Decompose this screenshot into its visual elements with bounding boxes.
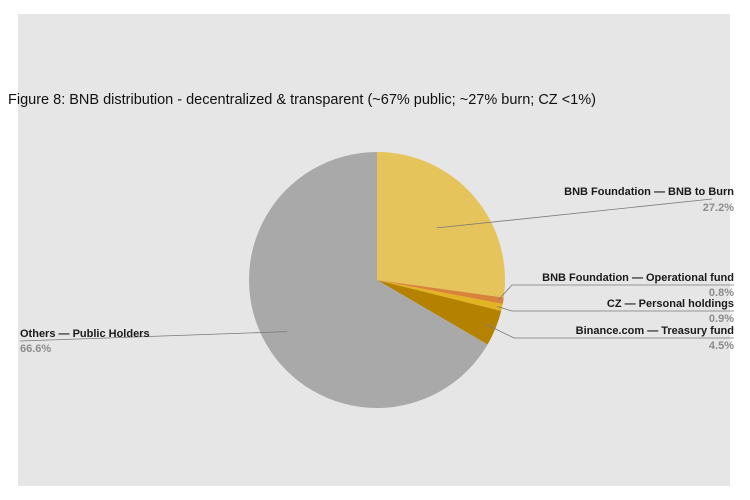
leader-line-cz-personal-holdings	[496, 306, 734, 312]
pie-slice-bnb-foundation-operational-fund[interactable]	[377, 280, 504, 304]
pie-slice-cz-personal-holdings[interactable]	[377, 280, 503, 312]
slice-label-cz-personal-holdings: CZ — Personal holdings	[607, 298, 734, 310]
slice-label-bnb-foundation-operational-fund: BNB Foundation — Operational fund	[542, 272, 734, 284]
pie-slice-binance-com-treasury-fund[interactable]	[377, 280, 502, 345]
slice-value-bnb-foundation-operational-fund: 0.8%	[709, 287, 734, 299]
leader-line-others-public-holders	[19, 331, 288, 342]
slice-value-binance-com-treasury-fund: 4.5%	[709, 340, 734, 352]
slice-label-bnb-foundation-bnb-to-burn: BNB Foundation — BNB to Burn	[564, 186, 734, 198]
slice-label-others-public-holders: Others — Public Holders	[20, 328, 150, 340]
pie-slice-bnb-foundation-bnb-to-burn[interactable]	[377, 152, 506, 298]
slice-label-binance-com-treasury-fund: Binance.com — Treasury fund	[576, 325, 734, 337]
pie-slice-others-public-holders[interactable]	[248, 152, 488, 408]
slice-value-cz-personal-holdings: 0.9%	[709, 313, 734, 325]
slice-value-others-public-holders: 66.6%	[20, 343, 51, 355]
chart-title: Figure 8: BNB distribution - decentraliz…	[8, 92, 596, 108]
leader-line-binance-com-treasury-fund	[485, 324, 734, 339]
leader-line-bnb-foundation-operational-fund	[497, 284, 734, 301]
leader-line-bnb-foundation-bnb-to-burn	[436, 198, 713, 229]
slice-value-bnb-foundation-bnb-to-burn: 27.2%	[703, 202, 734, 214]
